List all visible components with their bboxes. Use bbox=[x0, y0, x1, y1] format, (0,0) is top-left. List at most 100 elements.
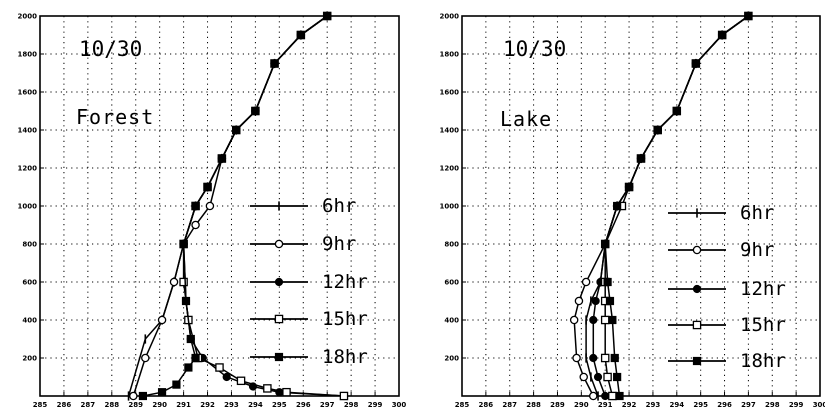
data-point-15hr bbox=[603, 372, 612, 382]
date-label: 10/30 bbox=[79, 37, 142, 61]
x-tick-label: 297 bbox=[741, 401, 756, 409]
legend-entry-12hr: 12hr bbox=[668, 278, 786, 300]
date-label: 10/30 bbox=[503, 37, 566, 61]
data-point-18hr bbox=[296, 30, 305, 40]
x-tick-label: 287 bbox=[502, 401, 517, 409]
site-label: Lake bbox=[500, 107, 552, 131]
x-tick-label: 293 bbox=[646, 401, 661, 409]
data-point-15hr bbox=[600, 353, 610, 363]
y-tick-label: 800 bbox=[444, 241, 459, 249]
x-tick-label: 299 bbox=[789, 401, 804, 409]
data-point-18hr bbox=[138, 391, 148, 401]
x-tick-label: 290 bbox=[152, 401, 167, 409]
legend-marker bbox=[274, 352, 284, 362]
x-tick-label: 291 bbox=[598, 401, 613, 409]
y-tick-label: 200 bbox=[444, 355, 459, 363]
legend-label: 6hr bbox=[740, 202, 774, 224]
data-point-18hr bbox=[184, 363, 193, 372]
data-point-15hr bbox=[339, 391, 349, 401]
legend-label: 18hr bbox=[322, 346, 368, 368]
legend-marker bbox=[692, 320, 702, 330]
data-point-15hr bbox=[263, 384, 272, 393]
data-point-9hr bbox=[572, 353, 581, 363]
data-point-18hr bbox=[636, 154, 646, 163]
x-tick-label: 289 bbox=[550, 401, 565, 409]
y-tick-label: 600 bbox=[444, 279, 459, 287]
data-point-12hr bbox=[589, 353, 598, 363]
series-18hr bbox=[601, 11, 753, 401]
x-tick-label: 299 bbox=[368, 401, 383, 409]
site-label: Forest bbox=[76, 105, 154, 129]
data-point-15hr bbox=[282, 387, 291, 397]
x-tick-label: 293 bbox=[224, 401, 239, 409]
y-tick-label: 400 bbox=[444, 317, 459, 325]
y-tick-label: 1400 bbox=[18, 127, 38, 135]
series-line-18hr bbox=[142, 15, 328, 397]
y-tick-label: 1600 bbox=[440, 89, 460, 97]
data-point-18hr bbox=[323, 11, 332, 21]
data-point-18hr bbox=[157, 388, 167, 397]
data-point-9hr bbox=[581, 277, 591, 287]
data-point-9hr bbox=[141, 353, 150, 363]
data-point-15hr bbox=[215, 363, 224, 372]
data-point-18hr bbox=[601, 239, 610, 249]
x-tick-label: 300 bbox=[813, 401, 825, 409]
legend-label: 9hr bbox=[322, 233, 356, 255]
legend-entry-18hr: 18hr bbox=[668, 350, 786, 372]
legend-marker bbox=[692, 356, 702, 366]
data-point-18hr bbox=[608, 315, 617, 325]
legend-entry-9hr: 9hr bbox=[668, 239, 774, 261]
data-point-18hr bbox=[615, 391, 624, 401]
y-tick-label: 200 bbox=[22, 355, 37, 363]
legend-marker bbox=[692, 245, 702, 255]
legend-entry-12hr: 12hr bbox=[250, 271, 368, 293]
legend-marker bbox=[274, 239, 284, 249]
data-point-18hr bbox=[624, 182, 634, 192]
x-tick-label: 295 bbox=[693, 401, 708, 409]
data-point-18hr bbox=[653, 125, 662, 135]
legend-entry-6hr: 6hr bbox=[250, 195, 356, 217]
y-tick-label: 2000 bbox=[18, 13, 38, 21]
legend-label: 12hr bbox=[322, 271, 368, 293]
data-point-12hr bbox=[601, 391, 610, 401]
x-tick-label: 286 bbox=[57, 401, 72, 409]
x-tick-label: 289 bbox=[128, 401, 143, 409]
x-tick-label: 294 bbox=[669, 401, 684, 409]
data-point-18hr bbox=[613, 372, 622, 382]
y-tick-label: 1800 bbox=[18, 51, 38, 59]
legend-label: 18hr bbox=[740, 350, 786, 372]
y-tick-label: 2000 bbox=[440, 13, 460, 21]
data-point-9hr bbox=[205, 201, 215, 211]
data-point-9hr bbox=[574, 296, 584, 306]
legend-marker bbox=[274, 314, 284, 324]
x-tick-label: 287 bbox=[81, 401, 96, 409]
y-tick-label: 1000 bbox=[18, 203, 38, 211]
data-point-18hr bbox=[603, 277, 612, 287]
data-point-15hr bbox=[608, 391, 617, 401]
y-tick-label: 1600 bbox=[18, 89, 38, 97]
data-point-18hr bbox=[203, 182, 212, 192]
data-point-9hr bbox=[191, 220, 200, 230]
data-point-9hr bbox=[569, 315, 579, 325]
x-tick-label: 285 bbox=[455, 401, 470, 409]
x-tick-label: 296 bbox=[717, 401, 732, 409]
x-tick-label: 286 bbox=[479, 401, 494, 409]
data-point-12hr bbox=[589, 315, 598, 325]
x-tick-label: 294 bbox=[248, 401, 263, 409]
y-tick-label: 1000 bbox=[440, 203, 460, 211]
legend-label: 6hr bbox=[322, 195, 356, 217]
data-point-18hr bbox=[232, 125, 241, 135]
data-point-9hr bbox=[169, 277, 179, 287]
series-15hr bbox=[600, 11, 753, 401]
legend-label: 12hr bbox=[740, 278, 786, 300]
data-point-18hr bbox=[191, 353, 200, 363]
data-point-18hr bbox=[613, 201, 622, 211]
legend-entry-15hr: 15hr bbox=[668, 314, 786, 336]
x-tick-label: 292 bbox=[622, 401, 637, 409]
data-point-18hr bbox=[217, 154, 226, 163]
data-point-15hr bbox=[236, 376, 246, 386]
y-tick-label: 600 bbox=[22, 279, 37, 287]
data-point-18hr bbox=[605, 296, 615, 306]
data-point-18hr bbox=[672, 106, 681, 116]
